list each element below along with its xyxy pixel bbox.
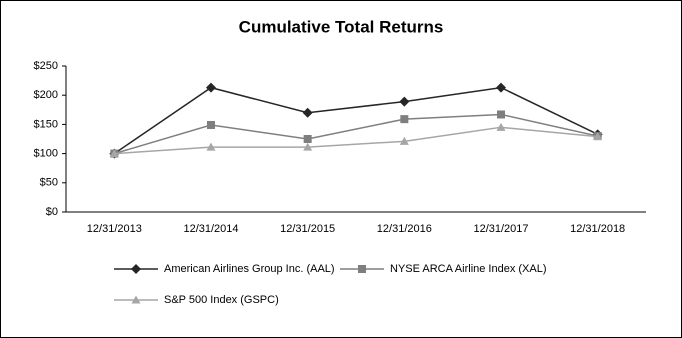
marker <box>497 110 505 119</box>
marker <box>206 82 216 93</box>
marker <box>399 96 410 107</box>
marker <box>358 265 366 273</box>
x-tick-label: 12/31/2015 <box>280 223 335 235</box>
marker <box>400 115 409 124</box>
legend-label: S&P 500 Index (GSPC) <box>164 294 279 306</box>
x-tick-label: 12/31/2016 <box>377 223 432 235</box>
line <box>113 86 598 155</box>
marker <box>302 107 313 118</box>
y-tick-label: $100 <box>34 148 58 160</box>
x-tick-label: 12/31/2014 <box>183 223 238 235</box>
marker <box>496 82 506 93</box>
y-tick-label: $150 <box>34 118 58 130</box>
marker <box>496 122 506 131</box>
line <box>114 126 598 155</box>
chart-title: Cumulative Total Returns <box>239 17 444 36</box>
x-tick-label: 12/31/2018 <box>570 223 625 235</box>
y-tick-label: $50 <box>40 177 58 189</box>
marker <box>131 295 141 304</box>
marker <box>109 149 119 158</box>
marker <box>399 136 409 145</box>
x-tick-label: 12/31/2013 <box>87 223 142 235</box>
marker <box>131 264 141 274</box>
marker <box>593 132 603 141</box>
line <box>114 113 598 155</box>
y-tick-label: $250 <box>34 60 58 72</box>
marker <box>303 135 312 143</box>
marker <box>303 142 313 151</box>
legend-label: NYSE ARCA Airline Index (XAL) <box>390 263 547 275</box>
y-tick-label: $0 <box>46 206 58 218</box>
x-tick-label: 12/31/2017 <box>473 223 528 235</box>
y-tick-label: $200 <box>34 89 58 101</box>
marker <box>207 120 215 129</box>
legend-label: American Airlines Group Inc. (AAL) <box>164 263 335 275</box>
marker <box>206 142 216 151</box>
